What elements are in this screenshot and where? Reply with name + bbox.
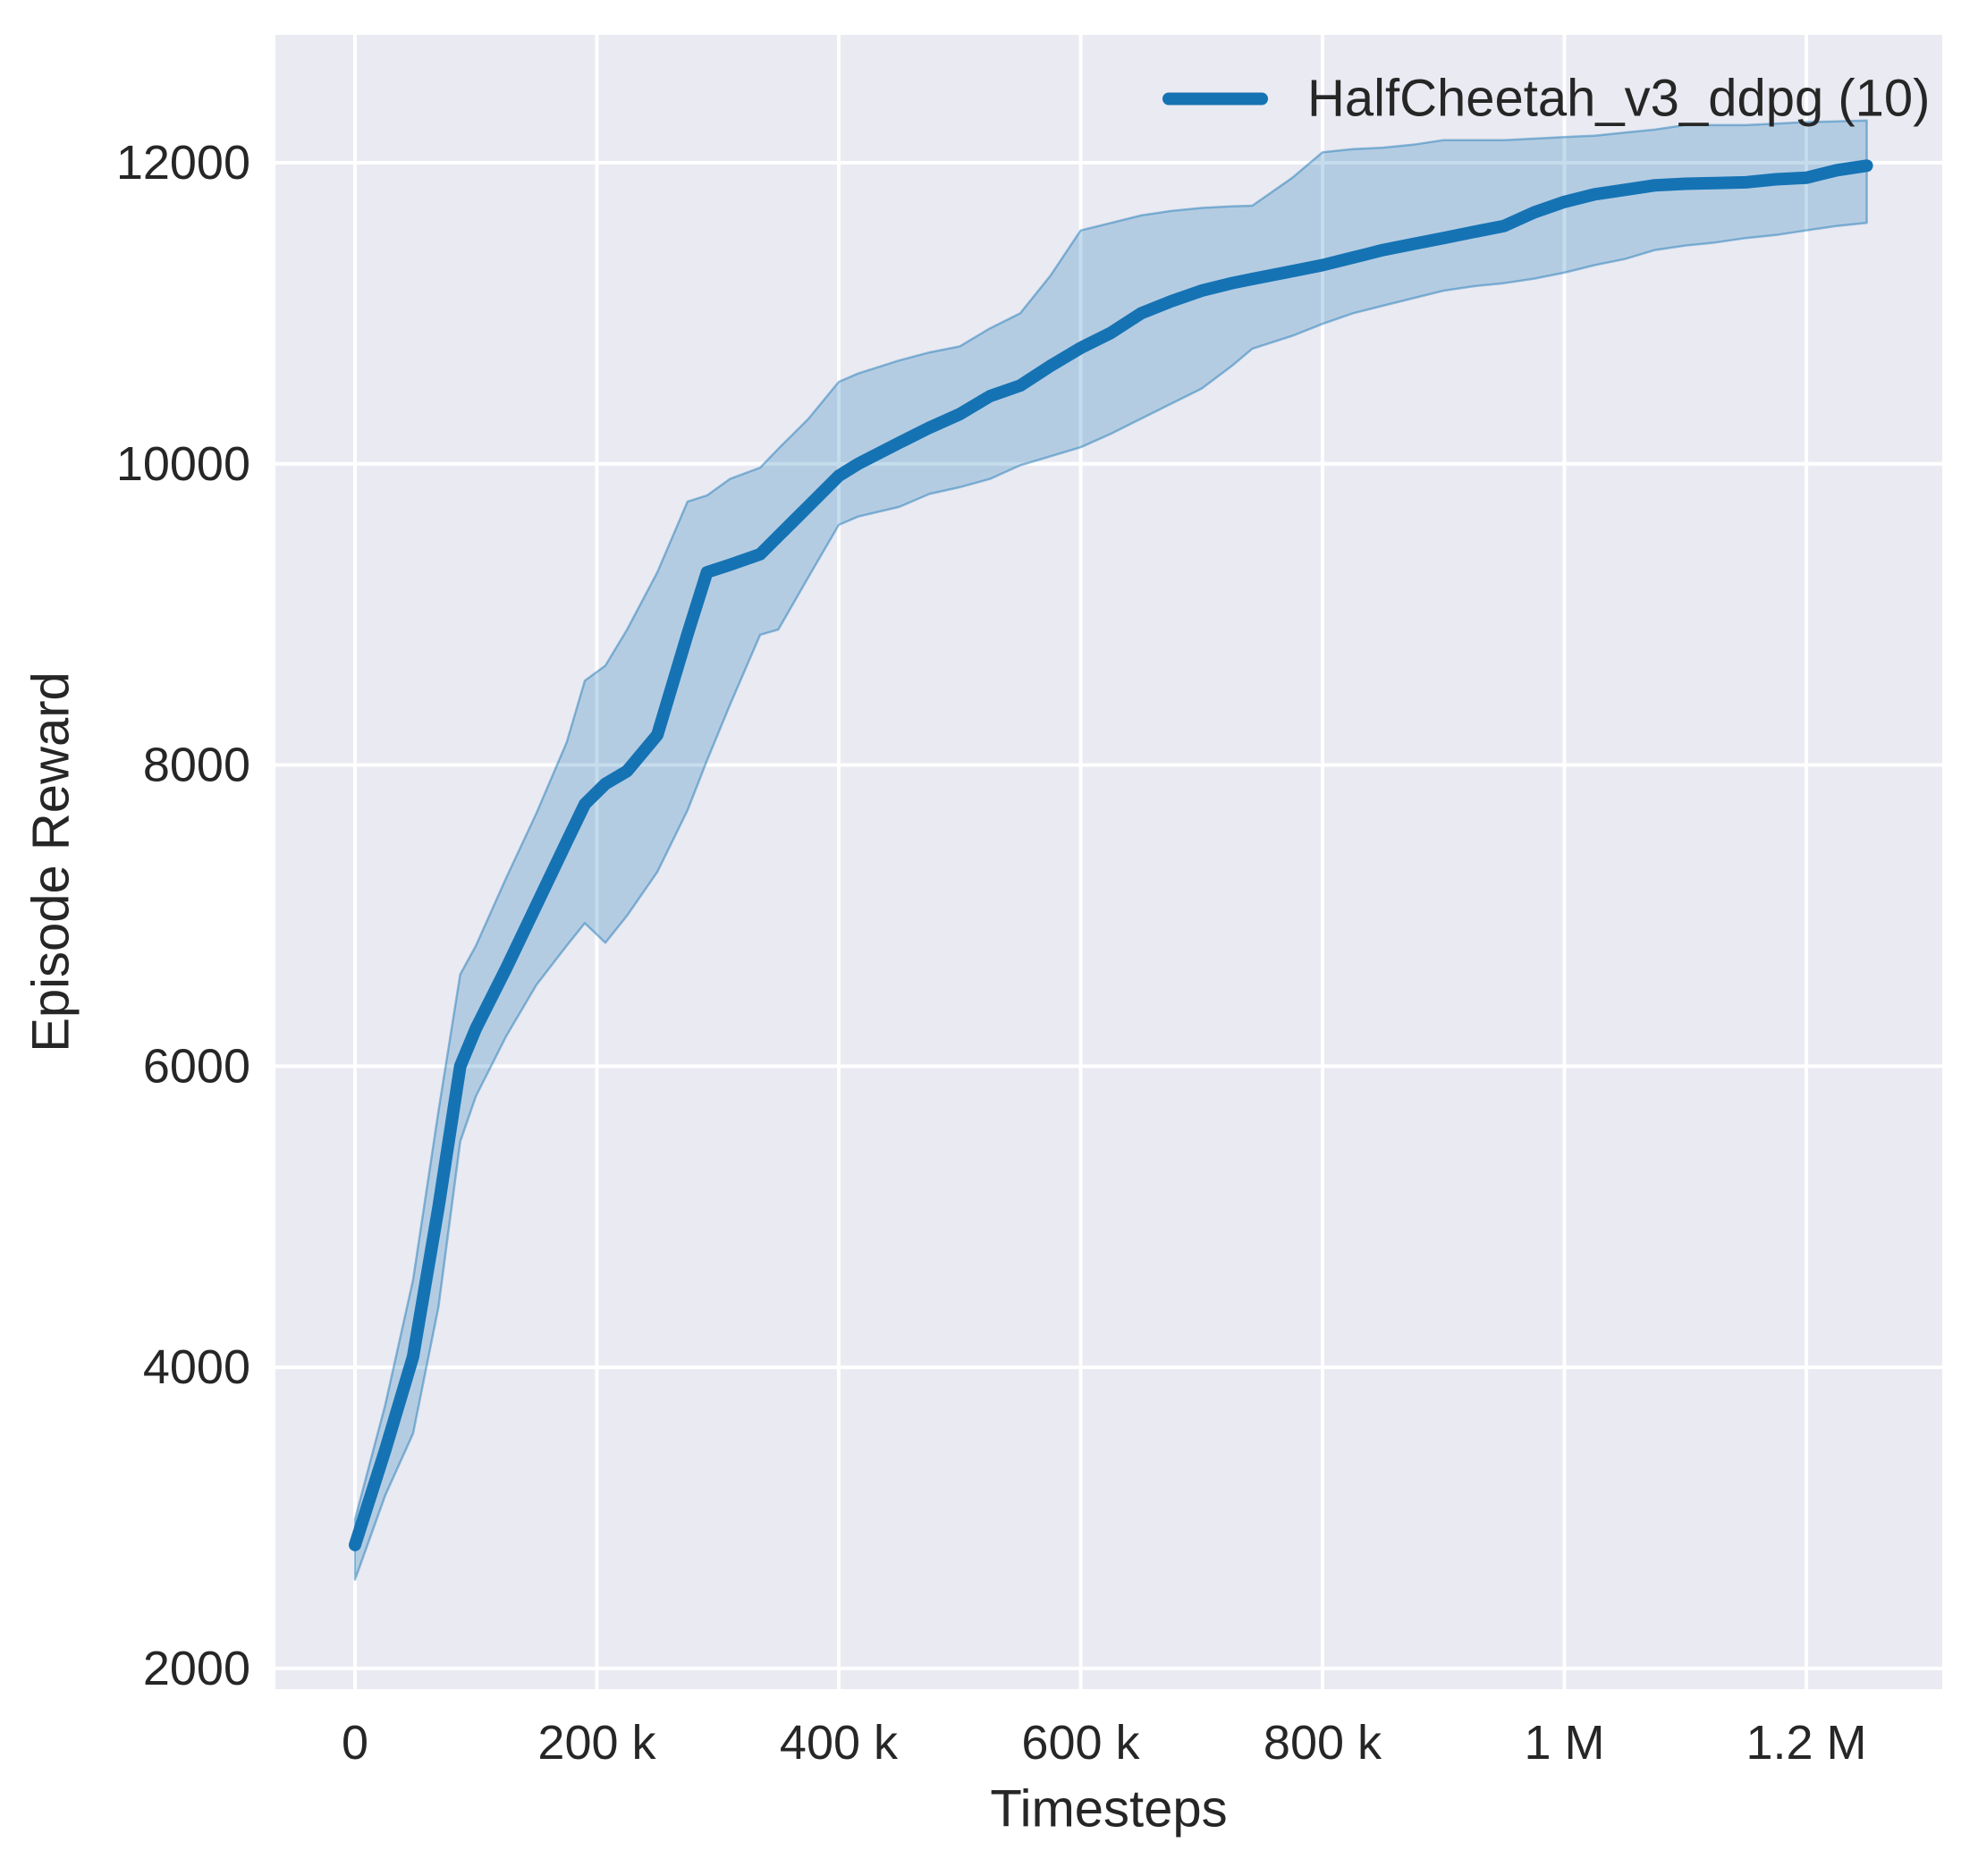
y-tick-label: 2000 xyxy=(143,1642,250,1695)
y-axis-label: Episode Reward xyxy=(21,672,80,1052)
legend-entry-label: HalfCheetah_v3_ddpg (10) xyxy=(1307,69,1931,128)
x-tick-label: 600 k xyxy=(1021,1716,1140,1770)
y-tick-label: 4000 xyxy=(143,1340,250,1394)
x-tick-label: 1.2 M xyxy=(1746,1716,1866,1770)
confidence-band xyxy=(353,119,1868,1581)
x-tick-label: 800 k xyxy=(1264,1716,1382,1770)
y-tick-label: 6000 xyxy=(143,1039,250,1093)
x-tick-label: 400 k xyxy=(780,1716,899,1770)
legend-line-sample xyxy=(1162,92,1268,105)
y-tick-label: 8000 xyxy=(143,739,250,792)
mean-line xyxy=(349,159,1873,1551)
y-tick-label: 10000 xyxy=(116,437,250,491)
x-axis-label: Timesteps xyxy=(990,1779,1228,1838)
x-tick-label: 200 k xyxy=(537,1716,656,1770)
x-tick-label: 0 xyxy=(342,1716,368,1770)
x-tick-label: 1 M xyxy=(1524,1716,1604,1770)
legend: HalfCheetah_v3_ddpg (10) xyxy=(1162,69,1930,129)
y-tick-label: 12000 xyxy=(116,136,250,190)
